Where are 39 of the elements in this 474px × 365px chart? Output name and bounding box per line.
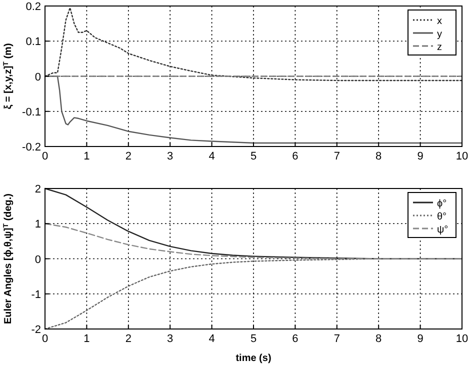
x-tick-label: 8	[376, 150, 382, 162]
x-tick-label: 9	[417, 333, 424, 345]
x-tick-label: 7	[334, 333, 340, 345]
x-tick-label: 4	[208, 150, 215, 162]
y-tick-label: -0.1	[22, 106, 41, 118]
y-tick-label: 0	[34, 254, 41, 266]
legend-label: θ°	[437, 212, 447, 222]
x-tick-label: 6	[292, 333, 298, 345]
legend-label: z	[437, 42, 442, 53]
y-tick-label: 0.2	[26, 1, 41, 13]
legend-label: x	[437, 16, 442, 27]
x-tick-label: 7	[334, 150, 340, 162]
x-tick-label: 10	[456, 150, 468, 162]
legend-label: y	[437, 29, 442, 40]
x-tick-label: 9	[417, 150, 424, 162]
x-tick-label: 5	[250, 150, 257, 162]
y-tick-label: -2	[31, 324, 41, 336]
y-tick-label: 0.1	[26, 36, 41, 48]
x-tick-label: 8	[376, 333, 382, 345]
legend-label: ψ°	[437, 224, 448, 236]
x-tick-label: 4	[208, 333, 215, 345]
y-tick-label: 1	[34, 218, 41, 231]
y-tick-label: 0	[34, 71, 41, 84]
y-tick-label: -0.2	[22, 142, 41, 154]
y-tick-label: 2	[34, 184, 41, 196]
x-tick-label: 5	[250, 333, 257, 345]
x-tick-label: 2	[125, 150, 132, 162]
x-tick-label: 6	[292, 150, 298, 162]
legend-label: ϕ°	[437, 198, 447, 210]
x-tick-label: 2	[125, 333, 132, 345]
x-tick-label: 1	[84, 150, 90, 162]
x-axis-title: time (s)	[236, 353, 272, 364]
line-series	[44, 223, 463, 260]
x-tick-label: 3	[167, 150, 174, 162]
x-tick-label: 3	[167, 333, 174, 345]
line-series	[44, 7, 463, 82]
y-tick-label: -1	[31, 288, 41, 301]
x-tick-label: 10	[456, 333, 468, 345]
x-tick-label: 1	[84, 333, 90, 345]
